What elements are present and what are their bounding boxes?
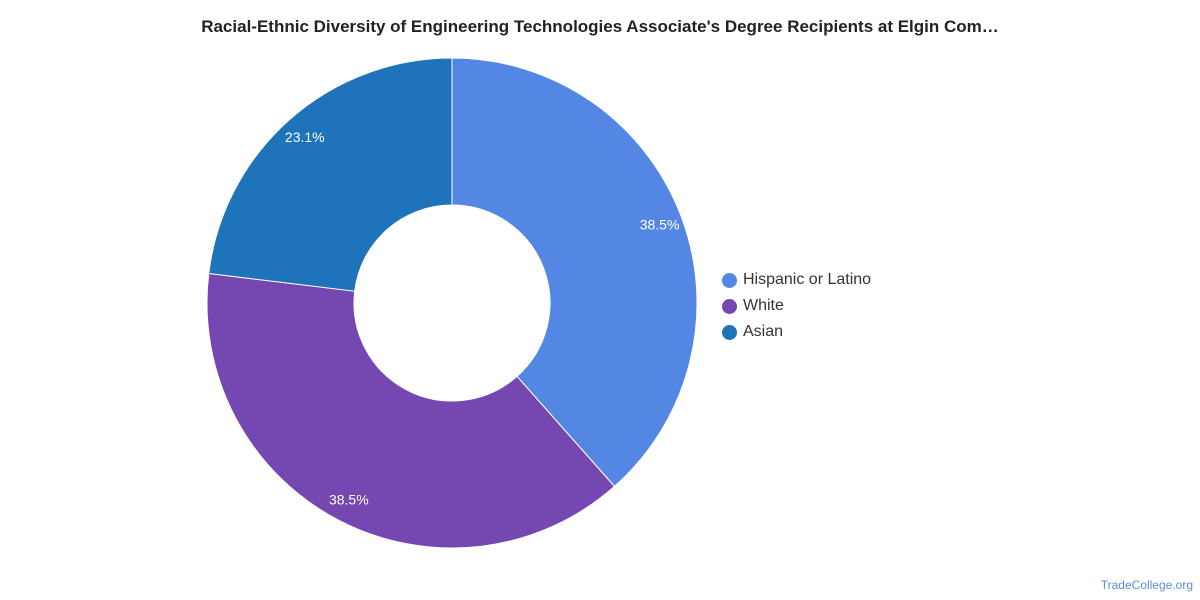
pie-slice-asian[interactable] [208, 57, 453, 292]
legend-swatch-icon [722, 298, 737, 314]
pie-label-white: 38.5% [329, 492, 369, 508]
legend-label: White [743, 297, 784, 314]
pie-slice-white[interactable] [206, 272, 616, 549]
pie-label-asian: 23.1% [285, 129, 325, 145]
pie-label-hispanic-or-latino: 38.5% [640, 216, 680, 232]
pie-slices [206, 57, 698, 549]
legend-label: Hispanic or Latino [743, 271, 872, 288]
legend-item-asian[interactable]: Asian [722, 319, 871, 345]
legend-item-white[interactable]: White [722, 293, 871, 319]
source-credit-link[interactable]: TradeCollege.org [1100, 578, 1193, 592]
chart-title: Racial-Ethnic Diversity of Engineering T… [201, 17, 999, 36]
legend-item-hispanic-or-latino[interactable]: Hispanic or Latino [722, 267, 871, 293]
pie-labels: 38.5% 38.5% 23.1% [285, 129, 679, 508]
legend-swatch-icon [722, 272, 737, 288]
legend: Hispanic or Latino White Asian [722, 267, 871, 345]
legend-label: Asian [743, 323, 784, 340]
legend-swatch-icon [722, 324, 737, 340]
pie-slice-hispanic-or-latino[interactable] [451, 57, 698, 488]
